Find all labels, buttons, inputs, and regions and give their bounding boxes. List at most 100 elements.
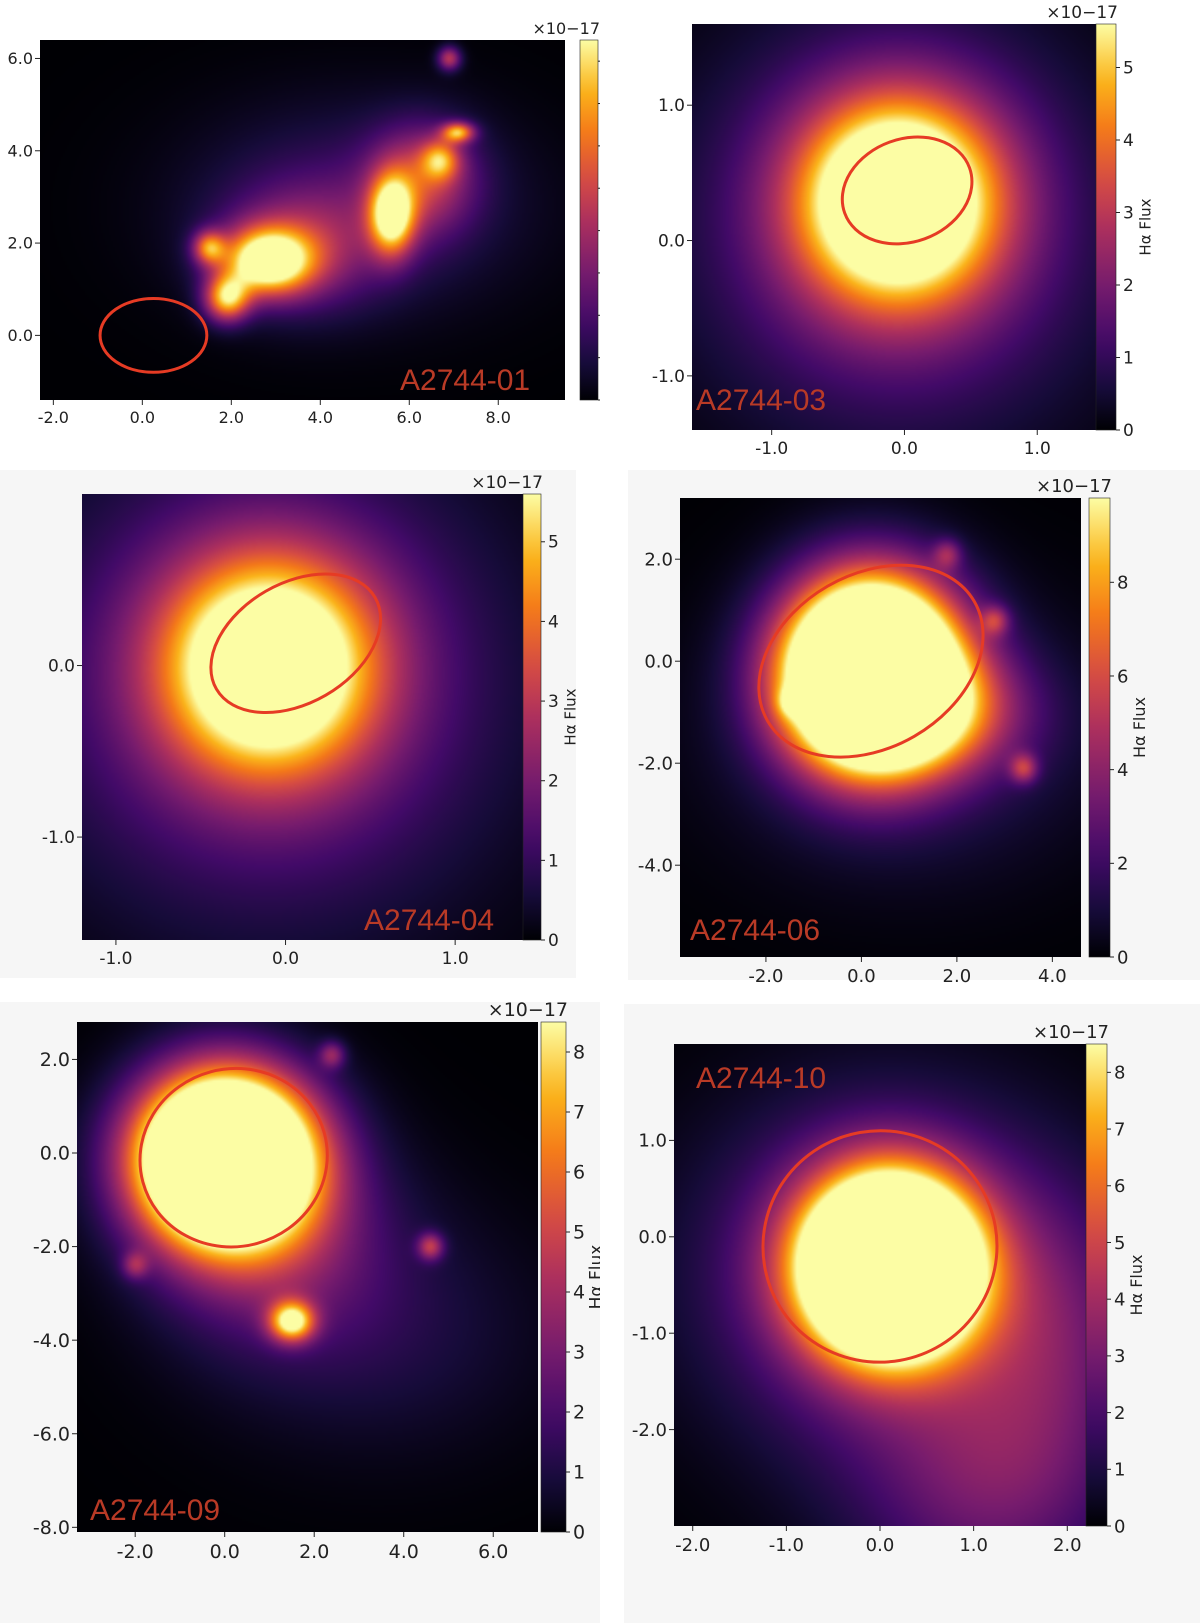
x-tick-label: 2.0	[943, 966, 972, 987]
colorbar-label: Hα Flux	[1137, 198, 1155, 255]
y-tick-label: 2.0	[8, 234, 33, 253]
x-tick-label: 6.0	[478, 1541, 508, 1563]
colorbar-tick-label: 0	[1117, 947, 1128, 968]
colorbar	[1085, 1043, 1108, 1527]
colorbar-tick-label: 5	[1114, 1233, 1125, 1254]
chart-panel-a2744-09: A2744-09 -2.0 0.0 2.0 4.0 6.0 2.0 0.0 -2.0 -4.0 -6…	[33, 1002, 601, 1563]
x-tick-label: -1.0	[769, 1535, 804, 1556]
colorbar-tick-label: 4	[1114, 1289, 1125, 1310]
chart-panel-a2744-06: A2744-06 -2.0 0.0 2.0 4.0 2.0 0.0 -2.0 -4.0 0 2 4 6 8…	[638, 476, 1149, 987]
chart-panel-a2744-10: A2744-10 -2.0 -1.0 0.0 1.0 2.0 1.0 0.0 -1.0 -2.0 0…	[632, 1022, 1146, 1556]
colorbar	[579, 39, 599, 401]
y-tick-label: -2.0	[33, 1236, 70, 1258]
y-tick-label: 6.0	[8, 49, 33, 68]
colorbar	[522, 493, 542, 941]
colorbar-label: Hα Flux	[1127, 1255, 1146, 1316]
x-tick-label: 6.0	[397, 408, 422, 427]
halpha-flux-map	[77, 1022, 538, 1532]
y-tick-label: -1.0	[632, 1324, 667, 1345]
y-tick-label: -1.0	[42, 828, 75, 848]
object-label: A2744-10	[696, 1062, 826, 1095]
colorbar-tick-label: 2	[573, 1402, 585, 1424]
y-tick-label: 4.0	[8, 141, 33, 160]
x-tick-label: -1.0	[99, 949, 132, 969]
object-label: A2744-06	[690, 914, 820, 947]
x-tick-label: 0.0	[847, 966, 876, 987]
x-tick-label: -2.0	[38, 408, 69, 427]
colorbar-tick-label: 3	[1114, 1346, 1125, 1367]
object-label: A2744-09	[90, 1494, 220, 1527]
colorbar-tick-label: 3	[1123, 203, 1134, 223]
colorbar-tick-label: 5	[1123, 58, 1134, 78]
y-tick-label: -1.0	[652, 367, 685, 387]
x-tick-label: 0.0	[272, 949, 299, 969]
colorbar-tick-label: 4	[573, 1282, 585, 1304]
x-tick-label: 0.0	[866, 1535, 895, 1556]
colorbar-exponent: ×10−17	[488, 1002, 568, 1021]
colorbar-tick-label: 5	[548, 533, 559, 553]
chart-panel-a2744-04: A2744-04 -1.0 0.0 1.0 0.0 -1.0 0 1 2 3 4 5 ×10−17 Hα …	[42, 473, 576, 969]
x-tick-label: 0.0	[891, 439, 918, 459]
colorbar-tick-label: 4	[548, 612, 559, 632]
colorbar-tick-label: 7	[573, 1102, 585, 1124]
x-tick-label: 2.0	[219, 408, 244, 427]
colorbar-tick-label: 3	[573, 1342, 585, 1364]
colorbar-tick-label: 0	[548, 931, 559, 951]
y-tick-label: 2.0	[40, 1049, 70, 1071]
aperture-ellipse	[757, 563, 985, 759]
colorbar-tick-label: 1	[548, 851, 559, 871]
colorbar-tick-label: 4	[1123, 131, 1134, 151]
colorbar-tick-label: 1	[1114, 1460, 1125, 1481]
y-tick-label: -6.0	[33, 1423, 70, 1445]
colorbar-tick-label: 7	[1114, 1119, 1125, 1140]
colorbar-exponent: ×10−17	[1046, 3, 1118, 23]
colorbar	[1095, 23, 1117, 431]
aperture-ellipse	[761, 1129, 999, 1364]
colorbar-tick-label: 6	[1117, 666, 1128, 687]
colorbar-tick-label: 3	[548, 692, 559, 712]
y-tick-label: -2.0	[638, 754, 673, 775]
x-tick-label: 4.0	[1038, 966, 1067, 987]
object-label: A2744-03	[696, 384, 826, 417]
colorbar-tick-label: 8	[573, 1042, 585, 1064]
halpha-flux-map	[82, 494, 523, 940]
colorbar	[540, 1021, 567, 1533]
aperture-ellipse	[840, 135, 974, 246]
x-tick-label: 8.0	[486, 408, 511, 427]
x-tick-label: 4.0	[308, 408, 333, 427]
x-tick-label: 4.0	[389, 1541, 419, 1563]
colorbar-exponent: ×10−17	[1036, 476, 1112, 497]
colorbar-exponent: ×10−17	[1033, 1022, 1109, 1043]
halpha-flux-map	[40, 40, 565, 400]
colorbar-tick-label: 6	[1114, 1176, 1125, 1197]
aperture-ellipse	[98, 296, 209, 374]
y-tick-label: -8.0	[33, 1517, 70, 1539]
colorbar-exponent: ×10−17	[532, 19, 600, 38]
colorbar-label: Hα Flux	[1130, 697, 1149, 758]
colorbar	[1088, 497, 1111, 958]
colorbar-tick-label: 2	[1123, 276, 1134, 296]
x-tick-label: -2.0	[117, 1541, 154, 1563]
object-label: A2744-01	[400, 364, 530, 397]
colorbar-tick-label: 8	[1117, 573, 1128, 594]
halpha-flux-map	[674, 1044, 1086, 1526]
y-tick-label: 0.0	[40, 1143, 70, 1165]
chart-panel-a2744-03: A2744-03 -1.0 0.0 1.0 1.0 0.0 -1.0 0 1 2 3 4 5 ×10−17…	[652, 3, 1155, 459]
colorbar-tick-label: 6	[573, 1162, 585, 1184]
x-tick-label: -1.0	[755, 439, 788, 459]
colorbar-label: Hα Flux	[587, 1245, 601, 1310]
y-tick-label: 0.0	[8, 326, 33, 345]
colorbar-tick-label: 2	[1117, 854, 1128, 875]
colorbar-tick-label: 0	[1114, 1516, 1125, 1537]
y-tick-label: 0.0	[638, 1227, 667, 1248]
x-tick-label: 2.0	[299, 1541, 329, 1563]
y-tick-label: 1.0	[658, 96, 685, 116]
y-tick-label: -2.0	[632, 1420, 667, 1441]
aperture-ellipse	[138, 1066, 329, 1249]
colorbar-tick-label: 8	[1114, 1063, 1125, 1084]
x-tick-label: 1.0	[442, 949, 469, 969]
y-tick-label: 0.0	[48, 656, 75, 676]
x-tick-label: 1.0	[959, 1535, 988, 1556]
colorbar-tick-label: 5	[573, 1222, 585, 1244]
x-tick-label: 0.0	[130, 408, 155, 427]
